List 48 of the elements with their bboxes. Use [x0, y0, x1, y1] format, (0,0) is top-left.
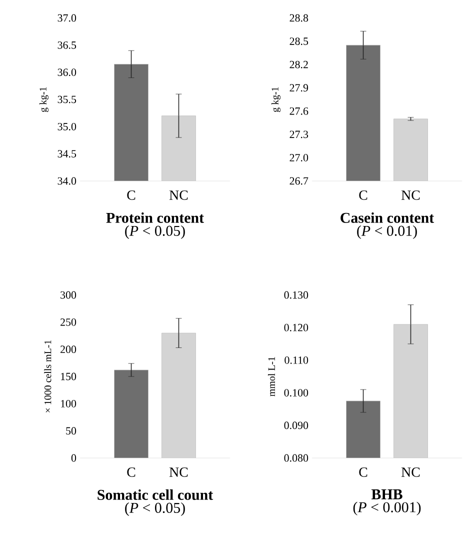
- y-axis-title: × 1000 cells mL-1: [44, 340, 52, 412]
- y-tick-label: 0.130: [284, 291, 308, 299]
- y-tick-label: 150: [61, 372, 76, 380]
- x-tick-label: NC: [401, 468, 420, 477]
- y-tick-label: 27.3: [290, 130, 308, 138]
- y-tick-label: 27.0: [290, 154, 308, 162]
- y-tick-label: 35.5: [58, 96, 76, 104]
- x-tick-label: NC: [169, 468, 188, 477]
- x-tick-label: NC: [401, 190, 420, 200]
- y-tick-label: 28.8: [290, 14, 308, 22]
- y-tick-label: 0.110: [284, 356, 308, 364]
- y-tick-label: 36.5: [58, 41, 76, 49]
- y-tick-label: 27.6: [290, 107, 308, 115]
- y-tick-label: 0: [71, 454, 76, 462]
- y-tick-label: 50: [66, 427, 76, 435]
- y-tick-label: 35.0: [58, 122, 76, 130]
- y-axis-title: g kg-1: [39, 87, 48, 112]
- x-tick-label: NC: [169, 190, 188, 200]
- y-tick-label: 250: [60, 318, 76, 326]
- x-tick-label: C: [359, 468, 368, 477]
- y-tick-label: 28.2: [290, 60, 308, 68]
- y-tick-label: 0.100: [284, 389, 308, 397]
- y-axis-title: mmol L-1: [268, 357, 275, 396]
- y-tick-label: 0.120: [284, 324, 308, 332]
- y-tick-label: 200: [60, 346, 76, 354]
- y-tick-label: 27.9: [290, 84, 308, 92]
- x-tick-label: C: [127, 468, 136, 477]
- text: (P < 0.01): [357, 225, 417, 239]
- y-axis-title: g kg-1: [271, 87, 280, 112]
- x-tick-label: C: [127, 190, 136, 200]
- text: (P < 0.05): [125, 225, 185, 239]
- y-tick-label: 28.5: [290, 38, 308, 46]
- text: (P < 0.001): [353, 502, 421, 516]
- y-tick-label: 0.090: [284, 422, 308, 430]
- x-tick-label: C: [359, 190, 368, 200]
- y-tick-label: 37.0: [58, 14, 76, 22]
- y-tick-label: 100: [61, 400, 76, 408]
- text: Casein content: [340, 212, 434, 223]
- y-tick-label: 36.0: [58, 68, 76, 76]
- text: BHB: [371, 489, 402, 500]
- text: Somatic cell count: [98, 489, 214, 500]
- y-tick-label: 26.7: [290, 177, 308, 185]
- text: Protein content: [106, 212, 204, 223]
- y-tick-label: 0.080: [284, 454, 308, 462]
- text: (P < 0.05): [125, 502, 185, 516]
- y-tick-label: 300: [60, 291, 76, 299]
- y-tick-label: 34.5: [58, 150, 76, 158]
- y-tick-label: 34.0: [58, 177, 76, 185]
